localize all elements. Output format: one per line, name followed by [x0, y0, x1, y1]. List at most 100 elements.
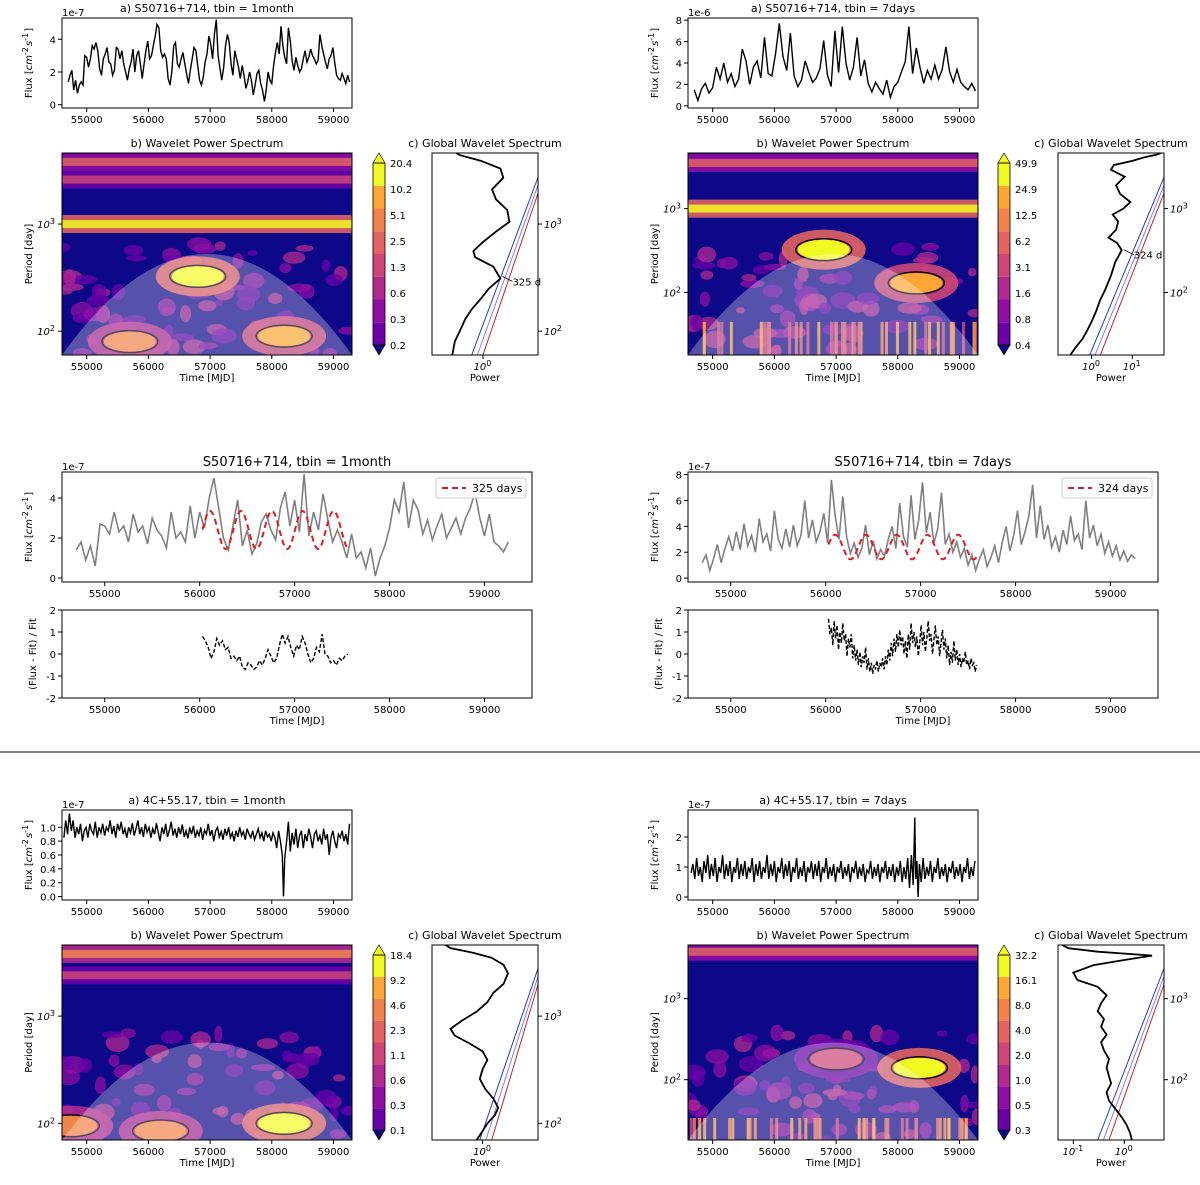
y-axis-label: Period [day]: [650, 224, 661, 285]
wavelet-streak: [729, 321, 733, 355]
wavelet-power-map: [62, 153, 352, 355]
wavelet-speckle: [919, 1122, 932, 1139]
wavelet-streak: [692, 1118, 696, 1140]
colorbar-tick-label: 0.1: [390, 1126, 406, 1137]
cone-of-influence: [688, 254, 978, 355]
wavelet-streak: [818, 1118, 822, 1140]
significance-line: [1094, 185, 1164, 355]
significance-line: [482, 193, 538, 355]
wavelet-speckle: [111, 1097, 121, 1107]
plot-frame: [1057, 944, 1165, 1141]
wavelet-speckle: [133, 1083, 155, 1096]
wavelet-speckle: [789, 1096, 802, 1109]
wavelet-speckle: [966, 1033, 978, 1045]
wavelet-speckle: [770, 304, 784, 314]
wavelet-speckle: [161, 1030, 183, 1044]
wavelet-streak: [731, 1118, 735, 1140]
x-tick-label: 100: [473, 1144, 492, 1158]
x-tick-label: 57000: [820, 907, 852, 918]
wavelet-speckle: [108, 1054, 120, 1067]
wavelet-blob-core: [890, 272, 943, 293]
wavelet-streak: [943, 1118, 947, 1140]
wavelet-speckle: [848, 1103, 861, 1113]
legend-box: [1061, 477, 1153, 499]
wavelet-speckle: [168, 333, 195, 342]
x-tick-label: 58000: [256, 907, 288, 918]
colorbar-extend-top: [997, 152, 1011, 164]
wavelet-speckle: [780, 1076, 791, 1089]
colorbar-frame: [372, 954, 386, 1131]
x-axis-label: Time [MJD]: [269, 716, 325, 727]
wavelet-speckle: [780, 1030, 796, 1041]
wavelet-speckle: [211, 328, 237, 344]
wavelet-speckle: [247, 249, 258, 257]
x-tick-label: 56000: [132, 362, 164, 373]
wavelet-speckle: [94, 1076, 106, 1095]
wavelet-speckle: [878, 1105, 897, 1114]
wavelet-speckle: [230, 1112, 245, 1125]
colorbar-segment: [373, 299, 385, 323]
colorbar-tick-label: 0.3: [390, 1101, 406, 1112]
wavelet-speckle: [803, 1093, 823, 1109]
colorbar-segment: [998, 231, 1010, 254]
axis-scale-label: 1e-7: [62, 800, 85, 811]
y-tick-label: 0: [676, 574, 682, 585]
wavelet-streak: [900, 1118, 904, 1140]
wavelet-speckle: [86, 294, 110, 307]
wavelet-speckle: [186, 1073, 204, 1086]
y-tick-label: 4: [676, 59, 682, 70]
wavelet-streak: [763, 321, 767, 355]
wavelet-streak: [857, 1118, 861, 1140]
plot-frame: [687, 944, 979, 1141]
colorbar-tick-label: 0.2: [390, 341, 406, 352]
wavelet-speckle: [145, 1044, 170, 1059]
wavelet-band-core: [688, 204, 978, 213]
colorbar-tick-label: 18.4: [390, 951, 412, 962]
colorbar-tick-label: 0.4: [1015, 341, 1031, 352]
colorbar-segment: [998, 208, 1010, 232]
wavelet-speckle: [339, 1105, 352, 1116]
wavelet-speckle: [960, 1094, 969, 1113]
significance-contour: [887, 271, 945, 295]
y-axis-label: Period [day]: [24, 1012, 35, 1073]
wavelet-speckle: [282, 251, 306, 264]
axis-scale-label: 1e-7: [62, 462, 85, 473]
x-tick-label: 58000: [256, 1147, 288, 1158]
wavelet-speckle: [798, 1082, 815, 1094]
y-tick-label: 0: [676, 102, 682, 113]
wavelet-streak: [689, 1118, 693, 1140]
colorbar-segment: [373, 1020, 385, 1043]
axis-scale-label: 1e-7: [688, 462, 711, 473]
wavelet-speckle: [63, 269, 76, 286]
wavelet-speckle: [333, 1074, 346, 1082]
wavelet-speckle: [255, 1080, 276, 1096]
flux-series-line: [690, 817, 976, 898]
wavelet-streak: [936, 321, 940, 355]
y-tick-label: 103: [1170, 992, 1189, 1006]
wavelet-streak: [703, 1118, 707, 1140]
y-tick-label: 0.8: [40, 837, 56, 848]
y-tick-label: 4: [50, 35, 56, 46]
significance-contour: [795, 237, 853, 262]
y-tick-label: 102: [37, 324, 56, 338]
axis-scale-label: 1e-7: [62, 8, 85, 19]
colorbar-tick-label: 5.1: [390, 211, 406, 222]
sine-fit-line: [201, 509, 349, 551]
x-tick-label: 100: [1082, 359, 1101, 373]
plot-frame: [61, 944, 353, 1141]
cone-of-influence: [688, 1042, 978, 1140]
wavelet-speckle: [866, 1088, 877, 1100]
colorbar-tick-label: 1.3: [390, 263, 406, 274]
wavelet-speckle: [738, 1056, 764, 1072]
significance-contour: [101, 329, 159, 354]
y-tick-label: 0: [50, 101, 56, 112]
y-tick-label: 102: [1170, 1073, 1189, 1087]
y-tick-label: 0.0: [40, 893, 56, 904]
wavelet-speckle: [242, 272, 265, 289]
y-tick-label: 103: [544, 1009, 563, 1023]
x-tick-label: 57000: [194, 115, 226, 126]
legend-label: 324 days: [1098, 482, 1149, 495]
wavelet-speckle: [831, 1123, 847, 1136]
wavelet-speckle: [856, 292, 880, 305]
